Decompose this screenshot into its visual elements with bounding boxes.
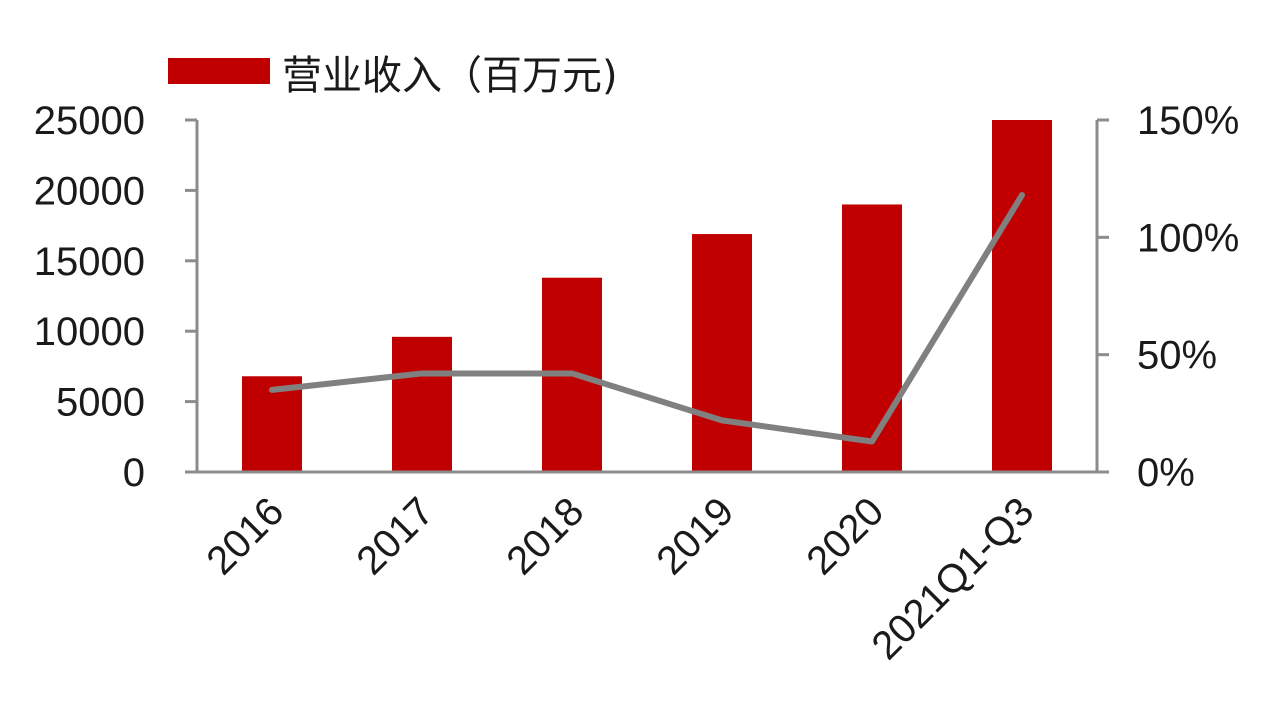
left-axis-tick-label: 0	[123, 451, 145, 495]
revenue-bar	[842, 204, 902, 473]
right-axis-tick-label: 50%	[1137, 334, 1217, 378]
x-axis-category-label: 2017	[348, 489, 442, 583]
revenue-bar	[992, 120, 1052, 472]
left-axis-tick-label: 10000	[34, 310, 145, 354]
x-axis-category-label: 2020	[798, 489, 892, 583]
right-y-axis: 0% 50% 100% 150%	[1095, 99, 1239, 495]
bar-series-revenue	[242, 120, 1052, 473]
right-axis-tick-label: 0%	[1137, 451, 1195, 495]
legend-swatch-revenue	[168, 58, 270, 84]
line-series-growth	[269, 192, 1025, 445]
left-axis-tick-label: 15000	[34, 240, 145, 284]
x-axis-category-label: 2021Q1-Q3	[863, 489, 1042, 668]
left-axis-tick-label: 25000	[34, 99, 145, 143]
x-axis-category-label: 2018	[498, 489, 592, 583]
x-axis-category-label: 2019	[648, 489, 742, 583]
x-axis-category-label: 2016	[198, 489, 292, 583]
growth-line	[269, 192, 1025, 445]
left-axis-tick-label: 5000	[56, 381, 145, 425]
legend: 营业收入（百万元)	[168, 53, 618, 99]
right-axis-tick-label: 150%	[1137, 99, 1239, 143]
revenue-bar	[392, 336, 452, 472]
right-axis-tick-label: 100%	[1137, 216, 1239, 260]
left-axis-tick-label: 20000	[34, 169, 145, 213]
legend-label-revenue: 营业收入（百万元)	[282, 53, 618, 99]
revenue-bar	[692, 234, 752, 472]
left-y-axis: 0 5000 10000 15000 20000 25000	[34, 99, 199, 495]
